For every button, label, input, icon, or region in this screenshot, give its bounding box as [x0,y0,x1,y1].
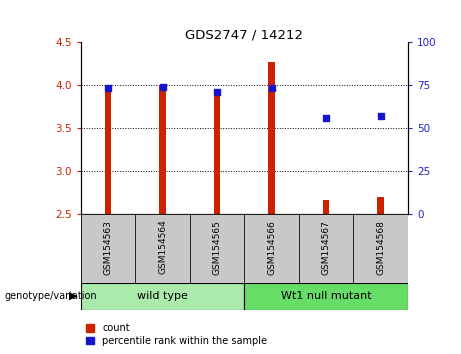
Point [159,84,166,90]
Bar [244,283,408,310]
Point [322,115,330,121]
Bar [354,214,408,283]
Point [104,85,112,91]
Point [377,114,384,119]
Text: wild type: wild type [137,291,188,302]
Bar [135,214,190,283]
Text: Wt1 null mutant: Wt1 null mutant [281,291,372,302]
Text: GSM154564: GSM154564 [158,220,167,274]
Bar [81,283,244,310]
Bar [159,85,166,214]
Bar [105,90,111,214]
Bar [323,200,330,214]
Text: GSM154568: GSM154568 [376,220,385,275]
Text: GSM154565: GSM154565 [213,220,222,275]
Bar [268,62,275,214]
Text: GSM154563: GSM154563 [103,220,112,275]
Bar [214,96,220,214]
Text: ▶: ▶ [69,291,77,301]
Point [268,85,275,91]
Bar [244,214,299,283]
Bar [378,197,384,214]
Bar [81,214,135,283]
Bar [299,214,354,283]
Point [213,90,221,95]
Bar [190,214,244,283]
Legend: count, percentile rank within the sample: count, percentile rank within the sample [86,323,267,346]
Text: GSM154567: GSM154567 [322,220,331,275]
Text: genotype/variation: genotype/variation [5,291,97,301]
Text: GSM154566: GSM154566 [267,220,276,275]
Title: GDS2747 / 14212: GDS2747 / 14212 [185,28,303,41]
